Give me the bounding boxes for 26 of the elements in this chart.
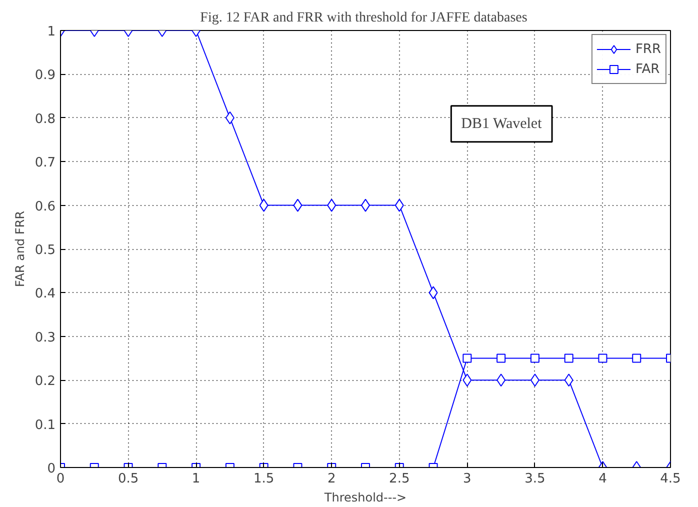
y-tick-label: 0.9 <box>34 68 56 84</box>
chart-title: Fig. 12 FAR and FRR with threshold for JAFFE databases <box>200 10 528 26</box>
x-tick-label: 3 <box>463 472 472 486</box>
x-tick-label: 3.5 <box>524 472 546 486</box>
y-tick-label: 0.4 <box>34 286 56 302</box>
x-axis-title: Threshold---> <box>323 490 407 504</box>
y-axis-title: FAR and FRR <box>12 210 27 288</box>
x-tick-label: 1 <box>192 472 200 486</box>
y-tick-label: 0.8 <box>34 112 56 127</box>
x-tick-label: 4.5 <box>660 472 681 486</box>
y-tick-label: 0.3 <box>34 330 56 346</box>
x-tick-label: 0.5 <box>118 472 139 486</box>
y-tick-label: 0.7 <box>34 156 56 171</box>
x-tick-label: 1.5 <box>253 472 274 486</box>
y-tick-label: 0.2 <box>34 374 56 390</box>
y-tick-label: 1 <box>47 24 56 40</box>
y-tick-label: 0.6 <box>34 199 56 214</box>
x-tick-label: 2 <box>327 472 336 486</box>
y-tick-label: 0.1 <box>34 418 56 433</box>
annotation: DB1 Wavelet <box>461 116 543 132</box>
y-tick-label: 0.5 <box>34 243 56 258</box>
y-tick-label: 0 <box>47 462 56 476</box>
x-tick-label: 4 <box>598 472 607 486</box>
legend-label: FRR <box>635 42 661 56</box>
legend-label: FAR <box>635 62 660 76</box>
x-tick-label: 2.5 <box>389 472 410 486</box>
